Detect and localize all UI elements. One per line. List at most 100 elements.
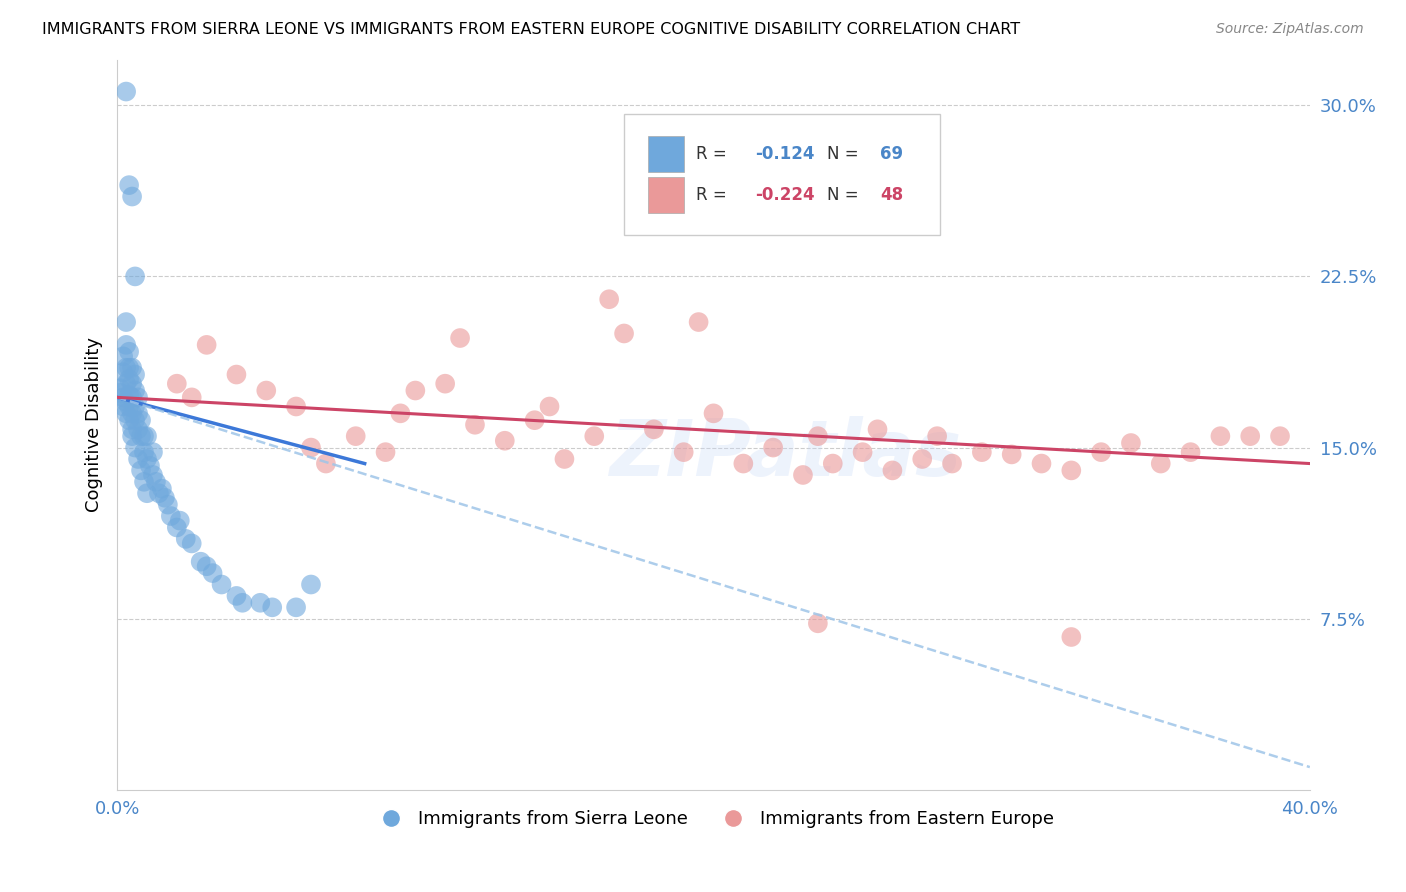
Point	[464, 417, 486, 432]
Point	[702, 406, 724, 420]
Point	[762, 441, 785, 455]
Point	[254, 384, 277, 398]
Point	[166, 376, 188, 391]
Point	[911, 452, 934, 467]
Text: N =: N =	[827, 145, 863, 163]
Point	[538, 400, 561, 414]
Point	[112, 365, 135, 379]
Point	[494, 434, 516, 448]
Point	[231, 596, 253, 610]
Point	[153, 491, 176, 505]
Point	[129, 413, 152, 427]
Point	[195, 559, 218, 574]
Point	[553, 452, 575, 467]
Point	[174, 532, 197, 546]
Point	[404, 384, 426, 398]
Point	[201, 566, 224, 580]
Text: -0.124: -0.124	[755, 145, 814, 163]
Text: ZIPatlas: ZIPatlas	[609, 416, 962, 492]
Text: Source: ZipAtlas.com: Source: ZipAtlas.com	[1216, 22, 1364, 37]
Point	[672, 445, 695, 459]
Point	[115, 338, 138, 352]
Point	[1060, 463, 1083, 477]
Point	[449, 331, 471, 345]
Point	[118, 178, 141, 193]
Point	[124, 413, 146, 427]
Point	[434, 376, 457, 391]
Text: R =: R =	[696, 145, 731, 163]
Point	[127, 390, 149, 404]
FancyBboxPatch shape	[648, 136, 683, 172]
Point	[249, 596, 271, 610]
Point	[139, 458, 162, 473]
Text: 48: 48	[880, 186, 904, 204]
Point	[127, 452, 149, 467]
Point	[118, 372, 141, 386]
Point	[148, 486, 170, 500]
Point	[299, 577, 322, 591]
FancyBboxPatch shape	[624, 114, 941, 235]
Y-axis label: Cognitive Disability: Cognitive Disability	[86, 337, 103, 512]
Point	[374, 445, 396, 459]
Point	[136, 452, 159, 467]
Point	[169, 514, 191, 528]
Point	[225, 368, 247, 382]
Point	[129, 429, 152, 443]
Point	[211, 577, 233, 591]
Point	[1268, 429, 1291, 443]
Point	[136, 486, 159, 500]
Point	[112, 390, 135, 404]
Point	[1119, 436, 1142, 450]
Point	[195, 338, 218, 352]
Point	[118, 388, 141, 402]
Point	[108, 385, 131, 400]
Point	[118, 360, 141, 375]
Point	[118, 344, 141, 359]
Point	[150, 482, 173, 496]
Point	[852, 445, 875, 459]
Point	[112, 349, 135, 363]
Point	[129, 463, 152, 477]
Point	[970, 445, 993, 459]
Point	[733, 457, 755, 471]
Point	[145, 475, 167, 489]
Point	[118, 413, 141, 427]
Point	[124, 441, 146, 455]
Point	[166, 520, 188, 534]
Point	[821, 457, 844, 471]
Point	[285, 600, 308, 615]
Point	[115, 395, 138, 409]
Point	[108, 381, 131, 395]
Point	[807, 429, 830, 443]
Point	[115, 406, 138, 420]
Point	[1209, 429, 1232, 443]
Point	[121, 189, 143, 203]
Point	[866, 422, 889, 436]
Point	[124, 269, 146, 284]
Point	[792, 467, 814, 482]
Point	[136, 429, 159, 443]
Point	[389, 406, 412, 420]
Text: R =: R =	[696, 186, 731, 204]
Point	[115, 315, 138, 329]
Point	[156, 498, 179, 512]
Point	[523, 413, 546, 427]
Point	[115, 360, 138, 375]
Point	[1180, 445, 1202, 459]
Point	[1001, 447, 1024, 461]
Point	[190, 555, 212, 569]
Point	[643, 422, 665, 436]
Text: N =: N =	[827, 186, 863, 204]
Point	[1090, 445, 1112, 459]
Point	[124, 400, 146, 414]
Point	[688, 315, 710, 329]
Point	[344, 429, 367, 443]
Point	[132, 445, 155, 459]
Point	[285, 400, 308, 414]
Point	[180, 390, 202, 404]
Point	[124, 384, 146, 398]
Text: -0.224: -0.224	[755, 186, 815, 204]
Point	[121, 376, 143, 391]
Point	[127, 422, 149, 436]
Point	[132, 475, 155, 489]
